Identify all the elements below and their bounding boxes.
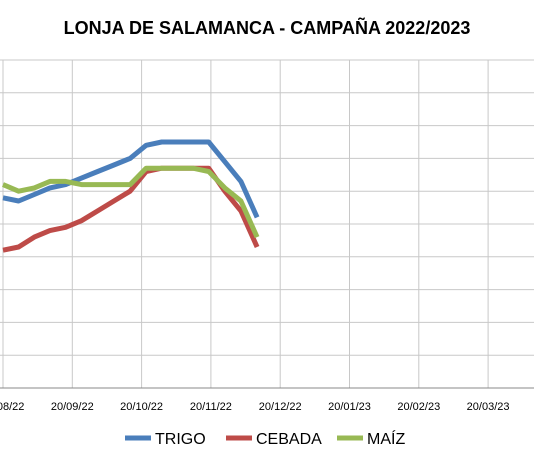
x-tick-label: 20/01/23: [328, 401, 371, 413]
x-tick-label: 20/03/23: [467, 401, 510, 413]
x-tick-label: 20/08/22: [0, 401, 24, 413]
x-tick-label: 20/10/22: [120, 401, 163, 413]
x-tick-label: 20/02/23: [397, 401, 440, 413]
x-tick-label: 20/11/22: [190, 401, 232, 413]
legend-label: CEBADA: [256, 431, 322, 448]
chart-title: LONJA DE SALAMANCA - CAMPAÑA 2022/2023: [64, 17, 471, 38]
legend: TRIGO CEBADA MAÍZ: [125, 429, 405, 448]
legend-label: TRIGO: [155, 431, 206, 448]
x-tick-label: 20/09/22: [51, 401, 94, 413]
legend-label: MAÍZ: [367, 429, 405, 448]
series-lines: [2, 139, 260, 253]
series-line-maíz: [2, 165, 260, 239]
x-tick-label: 20/12/22: [259, 401, 302, 413]
x-axis-tick-labels: 20/08/22 20/09/22 20/10/22 20/11/22 20/12/22…: [0, 401, 510, 413]
series-line-trigo: [2, 139, 260, 219]
